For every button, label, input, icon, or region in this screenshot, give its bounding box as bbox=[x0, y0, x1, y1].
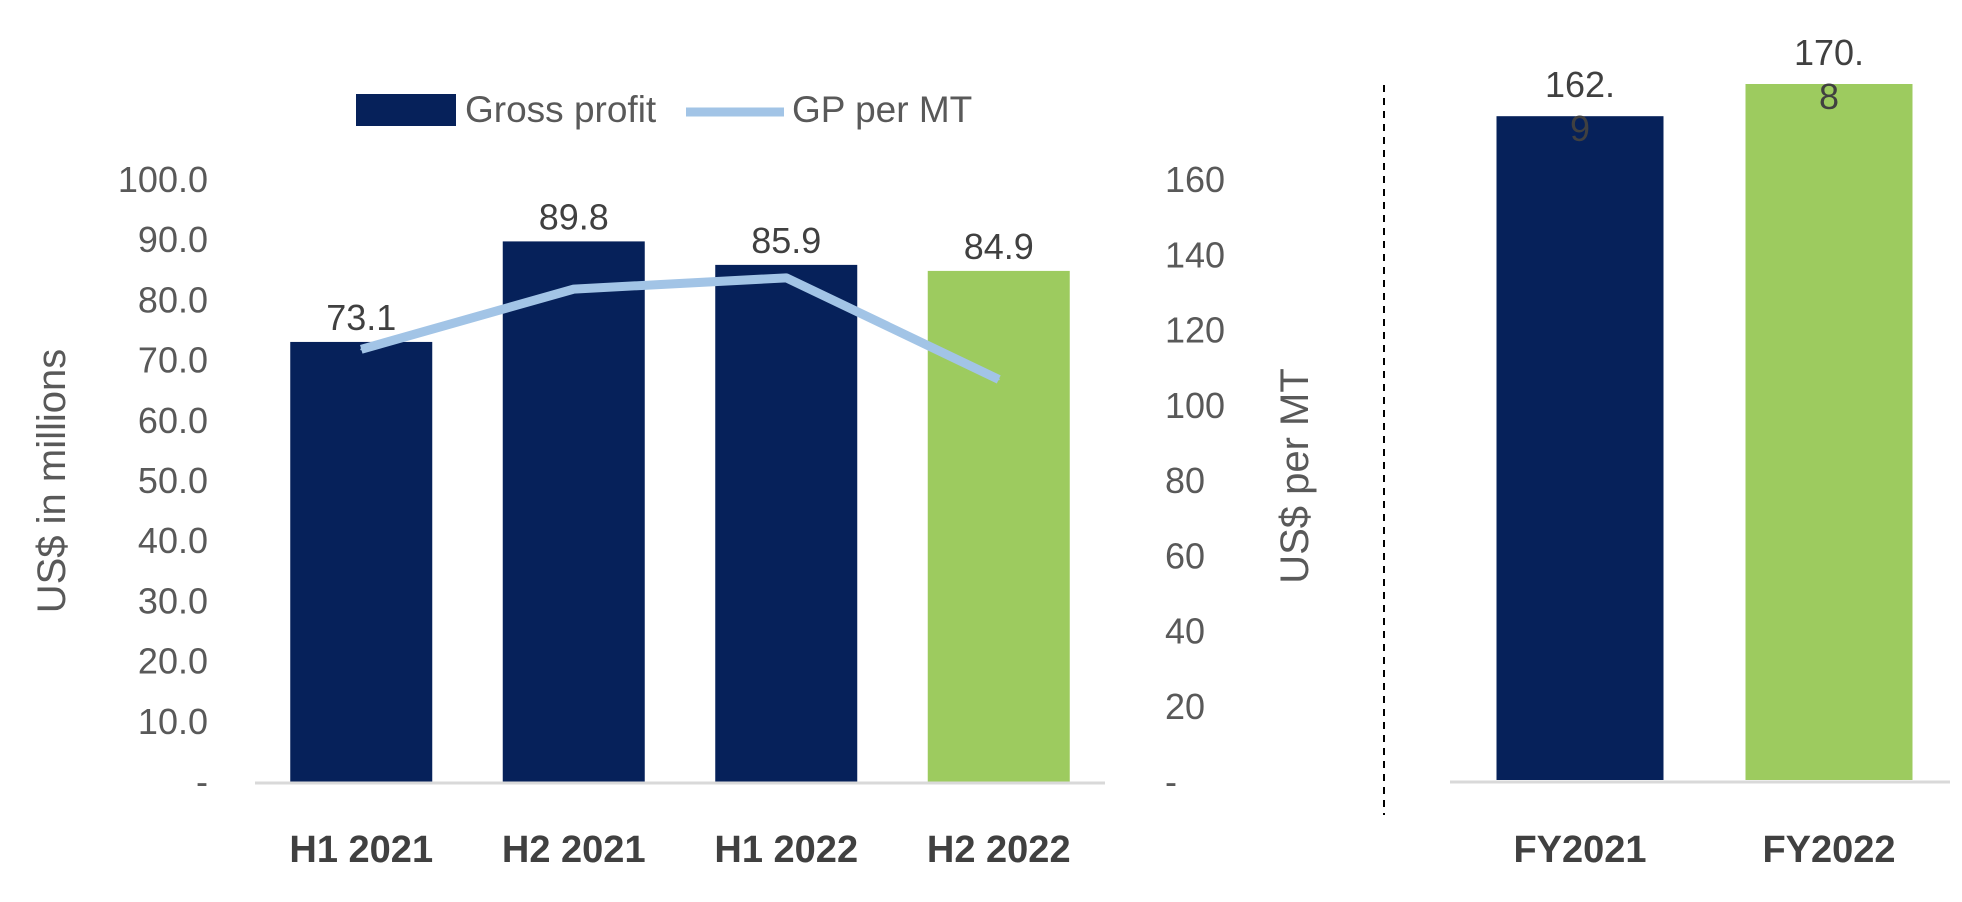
bar-data-label: 73.1 bbox=[326, 297, 396, 338]
y-tick-label: 30.0 bbox=[138, 580, 208, 621]
line-gp-per-mt bbox=[360, 273, 1001, 384]
line-point bbox=[785, 276, 788, 279]
category-label: FY2022 bbox=[1762, 829, 1895, 871]
bar-data-label-continued: 9 bbox=[1570, 108, 1590, 149]
bar-gross-profit bbox=[502, 241, 645, 783]
y2-tick-label: 120 bbox=[1165, 310, 1225, 351]
y-tick-label: 80.0 bbox=[138, 279, 208, 320]
bar-full-year bbox=[1745, 84, 1913, 780]
y2-axis-title: US$ per MT bbox=[1273, 368, 1317, 584]
y2-tick-label: 20 bbox=[1165, 686, 1205, 727]
category-label: H2 2021 bbox=[502, 829, 646, 871]
y-tick-label: 100.0 bbox=[118, 159, 208, 200]
y-tick-label: 10.0 bbox=[138, 701, 208, 742]
bar-data-label: 170. bbox=[1794, 32, 1864, 73]
line-point bbox=[572, 288, 575, 291]
category-label: FY2021 bbox=[1513, 829, 1646, 871]
line-point bbox=[997, 378, 1000, 381]
bar-data-label: 85.9 bbox=[751, 220, 821, 261]
y2-tick-label: 100 bbox=[1165, 385, 1225, 426]
y2-tick-label: 40 bbox=[1165, 611, 1205, 652]
bar-full-year bbox=[1496, 116, 1664, 781]
bar-gross-profit bbox=[927, 270, 1070, 782]
y2-tick-label: 60 bbox=[1165, 535, 1205, 576]
y-tick-label: 70.0 bbox=[138, 340, 208, 381]
legend-label: GP per MT bbox=[792, 89, 972, 130]
y-axis-title: US$ in millions bbox=[30, 349, 74, 614]
line-point bbox=[360, 348, 363, 351]
y-tick-label: 60.0 bbox=[138, 400, 208, 441]
half-year-chart: - 10.0 20.0 30.0 40.0 50.0 60.0 70.0 80.0 90.0 100… bbox=[30, 89, 1317, 871]
y-tick-label: 40.0 bbox=[138, 520, 208, 561]
y-tick-label: 20.0 bbox=[138, 641, 208, 682]
y2-tick-label: - bbox=[1165, 761, 1177, 802]
full-year-chart: 162.9 FY2021 170.8 FY2022 bbox=[1450, 32, 1950, 871]
y2-tick-label: 80 bbox=[1165, 460, 1205, 501]
bar-gross-profit bbox=[715, 264, 858, 783]
y-tick-label: 90.0 bbox=[138, 219, 208, 260]
bar-data-label: 84.9 bbox=[964, 226, 1034, 267]
bar-gross-profit bbox=[290, 341, 433, 782]
y2-tick-label: 140 bbox=[1165, 234, 1225, 275]
legend-label: Gross profit bbox=[465, 89, 657, 130]
category-label: H1 2022 bbox=[714, 829, 858, 871]
bar-data-label: 89.8 bbox=[539, 196, 609, 237]
bar-data-label: 162. bbox=[1545, 64, 1615, 105]
category-label: H1 2021 bbox=[289, 829, 433, 871]
y2-tick-label: 160 bbox=[1165, 159, 1225, 200]
y-tick-label: - bbox=[196, 761, 208, 802]
legend-swatch-gross-profit bbox=[356, 94, 456, 126]
y-tick-label: 50.0 bbox=[138, 460, 208, 501]
category-label: H2 2022 bbox=[927, 829, 1071, 871]
bar-data-label-continued: 8 bbox=[1819, 76, 1839, 117]
